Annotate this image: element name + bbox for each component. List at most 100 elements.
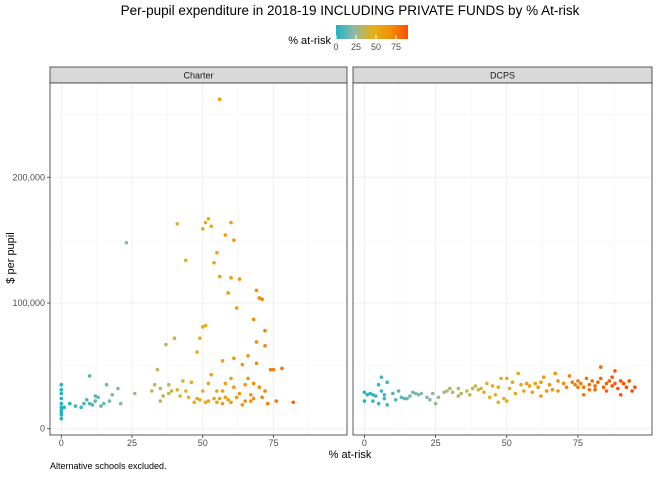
data-point — [516, 371, 520, 376]
data-point — [59, 416, 64, 421]
data-point — [181, 379, 185, 383]
data-point — [215, 250, 219, 255]
data-point — [371, 392, 375, 397]
data-point — [152, 382, 157, 387]
data-point — [362, 390, 367, 395]
data-point — [195, 350, 199, 354]
data-point — [220, 389, 225, 393]
data-point — [172, 336, 177, 341]
data-point — [587, 382, 592, 387]
data-point — [405, 396, 409, 401]
data-point — [93, 394, 98, 398]
data-point — [209, 372, 214, 377]
data-point — [110, 392, 115, 397]
data-point — [232, 385, 236, 390]
caption: Alternative schools excluded. — [50, 461, 167, 471]
data-point — [234, 395, 239, 400]
data-point — [203, 400, 208, 405]
data-point — [220, 401, 225, 406]
data-point — [215, 400, 219, 405]
data-point — [399, 395, 404, 400]
data-point — [59, 401, 64, 406]
panel-background — [353, 83, 652, 435]
data-point — [192, 400, 197, 405]
data-point — [598, 376, 603, 381]
data-point — [99, 404, 103, 408]
data-point — [133, 391, 137, 396]
data-point — [416, 392, 421, 397]
data-point — [590, 379, 594, 383]
x-axis-title: % at-risk — [329, 449, 372, 461]
data-point — [220, 359, 225, 363]
data-point — [59, 410, 64, 415]
data-point — [263, 343, 267, 348]
data-point — [59, 408, 64, 412]
data-point — [124, 240, 129, 245]
data-point — [573, 382, 577, 387]
data-point — [271, 367, 276, 372]
panel-strip-label: Charter — [183, 71, 213, 81]
data-point — [385, 403, 389, 407]
data-point — [376, 382, 381, 387]
legend-title: % at-risk — [288, 35, 331, 47]
x-tick-label: 25 — [127, 438, 137, 448]
data-point — [544, 389, 549, 393]
data-point — [385, 380, 389, 385]
data-point — [613, 369, 617, 373]
panel-background — [50, 83, 347, 435]
data-point — [496, 385, 501, 390]
data-point — [73, 404, 78, 408]
data-point — [150, 389, 154, 393]
data-point — [87, 401, 92, 406]
data-point — [485, 381, 489, 386]
data-point — [368, 391, 372, 396]
data-point — [118, 401, 123, 406]
data-point — [419, 391, 424, 396]
data-point — [593, 384, 597, 388]
data-point — [59, 382, 64, 387]
data-point — [260, 297, 264, 302]
data-point — [198, 336, 202, 341]
data-point — [482, 390, 486, 395]
panel-charter: Charter 0 25 50 75 — [49, 66, 348, 448]
data-point — [82, 401, 86, 406]
data-point — [504, 376, 509, 381]
data-point — [217, 97, 222, 102]
data-point — [223, 381, 228, 386]
y-axis: 0 100,000 200,000 — [12, 172, 50, 434]
data-point — [223, 233, 228, 237]
data-point — [206, 381, 211, 386]
data-point — [584, 376, 589, 381]
data-point — [167, 391, 171, 396]
data-point — [186, 395, 191, 400]
x-tick-label: 0 — [59, 438, 64, 448]
data-point — [203, 220, 208, 225]
data-point — [200, 325, 205, 329]
data-point — [189, 380, 194, 385]
data-point — [229, 220, 233, 225]
data-point — [413, 391, 418, 396]
data-point — [533, 381, 538, 386]
data-point — [476, 387, 481, 392]
data-point — [291, 400, 296, 405]
data-point — [496, 400, 501, 405]
data-point — [237, 277, 242, 281]
data-point — [93, 399, 98, 403]
data-point — [280, 366, 284, 371]
data-point — [596, 380, 600, 385]
x-tick-label: 25 — [431, 438, 441, 448]
data-point — [161, 394, 165, 398]
data-point — [436, 395, 441, 400]
data-point — [553, 371, 557, 376]
data-point — [519, 382, 523, 387]
data-point — [164, 342, 168, 347]
data-point — [254, 288, 259, 293]
data-point — [522, 389, 526, 393]
legend-tick-label: 50 — [371, 42, 381, 52]
data-point — [613, 381, 617, 386]
data-point — [101, 401, 106, 406]
data-point — [507, 386, 512, 391]
data-point — [257, 296, 262, 300]
chart-title: Per-pupil expenditure in 2018-19 INCLUDI… — [121, 3, 580, 18]
data-point — [561, 381, 566, 386]
